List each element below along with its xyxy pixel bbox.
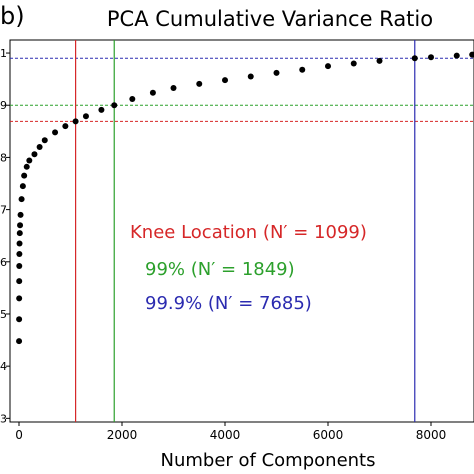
y-tick-label: 0.98	[0, 151, 7, 164]
point	[72, 118, 79, 125]
point	[82, 113, 89, 120]
point	[299, 66, 306, 73]
point	[427, 54, 434, 61]
x-tick-label: 0	[15, 428, 23, 442]
point	[16, 240, 23, 247]
point	[62, 123, 69, 130]
y-tick-label: 0.96	[0, 256, 7, 269]
point	[16, 278, 23, 285]
point	[16, 230, 23, 237]
point	[16, 316, 23, 323]
point	[16, 295, 23, 302]
point	[52, 129, 59, 136]
point	[196, 80, 203, 87]
y-tick-label: 0.93	[0, 412, 7, 425]
point	[26, 157, 33, 164]
point	[17, 222, 24, 229]
panel-label: b)	[0, 2, 25, 30]
point	[23, 163, 30, 170]
point	[170, 85, 177, 92]
point	[16, 338, 23, 345]
annotation: Knee Location (N′ = 1099)	[130, 222, 367, 243]
point	[469, 51, 474, 58]
point	[41, 137, 48, 144]
y-tick-label: 0.97	[0, 204, 7, 217]
point	[376, 57, 383, 64]
point	[222, 77, 229, 84]
annotation: 99.9% (N′ = 7685)	[145, 293, 312, 314]
x-tick-label: 8000	[416, 428, 447, 442]
point	[18, 196, 25, 203]
x-tick-label: 2000	[107, 428, 138, 442]
y-tick-label: 0.95	[0, 308, 7, 321]
point	[17, 211, 24, 218]
point	[31, 151, 38, 158]
point	[19, 183, 26, 190]
point	[149, 89, 156, 96]
point	[111, 102, 118, 109]
plot-frame	[9, 39, 474, 423]
point	[411, 55, 418, 62]
y-tick-label: 0.99	[0, 99, 7, 112]
point	[36, 143, 43, 150]
y-tick-label: 0.94	[0, 360, 7, 373]
y-tick-label: 1	[0, 47, 7, 60]
x-axis-label: Number of Components	[161, 450, 376, 471]
point	[350, 60, 357, 67]
point	[273, 69, 280, 76]
point	[129, 95, 136, 102]
point	[16, 262, 23, 269]
point	[98, 106, 105, 113]
x-tick-label: 6000	[313, 428, 344, 442]
x-tick-label: 4000	[210, 428, 241, 442]
point	[16, 250, 23, 257]
chart-title: PCA Cumulative Variance Ratio	[107, 7, 433, 31]
annotation: 99% (N′ = 1849)	[145, 259, 295, 280]
point	[247, 73, 254, 80]
point	[21, 172, 28, 179]
point	[453, 52, 460, 59]
point	[325, 63, 332, 70]
